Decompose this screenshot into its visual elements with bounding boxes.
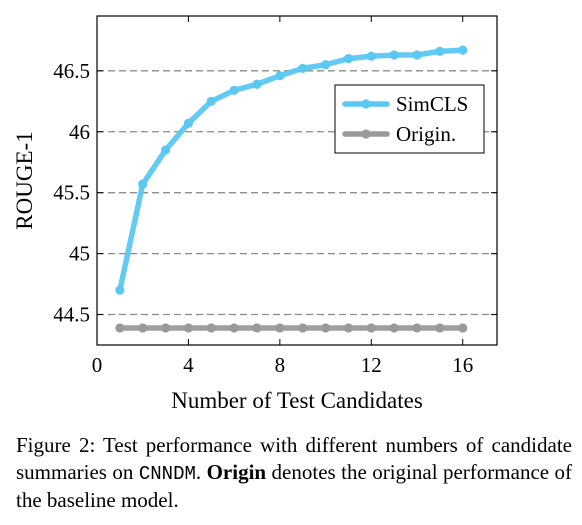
origin-data-point (366, 323, 376, 333)
y-tick-label: 44.5 (53, 303, 90, 327)
caption-suffix: denotes the original performance of the … (16, 459, 573, 513)
y-tick-label: 46.5 (53, 59, 90, 83)
origin-data-point (298, 323, 308, 333)
caption-bold-term: Origin (206, 459, 267, 484)
legend-box (334, 84, 485, 154)
simcls-legend-marker (361, 99, 371, 109)
simcls-data-point (298, 63, 308, 73)
origin-data-point (229, 323, 239, 333)
y-tick-label: 45.5 (53, 181, 90, 205)
x-axis-label: Number of Test Candidates (171, 388, 423, 413)
origin-data-point (206, 323, 216, 333)
origin-data-point (389, 323, 399, 333)
simcls-data-point (206, 96, 216, 106)
y-axis-label: ROUGE-1 (12, 131, 37, 229)
origin-data-point (412, 323, 422, 333)
simcls-data-point (389, 50, 399, 60)
figure-caption: Figure 2: Test performance with differen… (16, 432, 572, 514)
y-tick-label: 45 (69, 242, 90, 266)
x-tick-label: 16 (452, 353, 473, 377)
simcls-data-point (412, 50, 422, 60)
origin-data-point (458, 323, 468, 333)
simcls-data-point (229, 85, 239, 95)
origin-data-point (160, 323, 171, 333)
origin-data-point (115, 323, 125, 333)
plot-frame (96, 15, 498, 346)
simcls-data-point (252, 79, 262, 89)
simcls-data-point (160, 145, 171, 155)
origin-data-point (183, 323, 194, 333)
x-tick-label: 12 (361, 353, 382, 377)
origin-data-point (138, 323, 148, 333)
simcls-data-point (458, 45, 468, 55)
line-chart: 44.5 45 45.5 46 46.5 0 4 8 12 16 ROUGE-1 Number o… (12, 15, 498, 413)
simcls-series-line (117, 47, 466, 293)
simcls-data-point (138, 179, 148, 189)
y-tick-label: 46 (69, 120, 90, 144)
caption-prefix: Figure 2: Test performance with differen… (16, 433, 572, 484)
x-tick-label: 0 (92, 353, 103, 377)
origin-data-point (275, 323, 285, 333)
simcls-data-point (343, 54, 354, 64)
simcls-data-point (366, 51, 376, 61)
x-tick-label: 8 (275, 353, 286, 377)
simcls-data-point (320, 60, 331, 70)
simcls-data-point (275, 71, 285, 81)
simcls-legend-label: SimCLS (396, 92, 468, 116)
origin-legend-label: Origin. (396, 122, 456, 146)
origin-data-point (320, 323, 331, 333)
x-tick-label: 4 (183, 353, 194, 377)
origin-data-point (343, 323, 354, 333)
caption-middle: . (195, 459, 207, 484)
series-markers (115, 45, 468, 333)
simcls-data-point (183, 118, 194, 128)
origin-data-point (435, 323, 445, 333)
axis-ticks: 44.5 45 45.5 46 46.5 0 4 8 12 16 (53, 16, 497, 377)
series-lines (117, 47, 466, 331)
origin-data-point (252, 323, 262, 333)
legend: SimCLS Origin. (334, 84, 485, 154)
simcls-data-point (115, 285, 125, 295)
caption-dataset: CNNDM (138, 462, 196, 485)
origin-legend-marker (361, 129, 371, 139)
simcls-data-point (435, 46, 445, 56)
